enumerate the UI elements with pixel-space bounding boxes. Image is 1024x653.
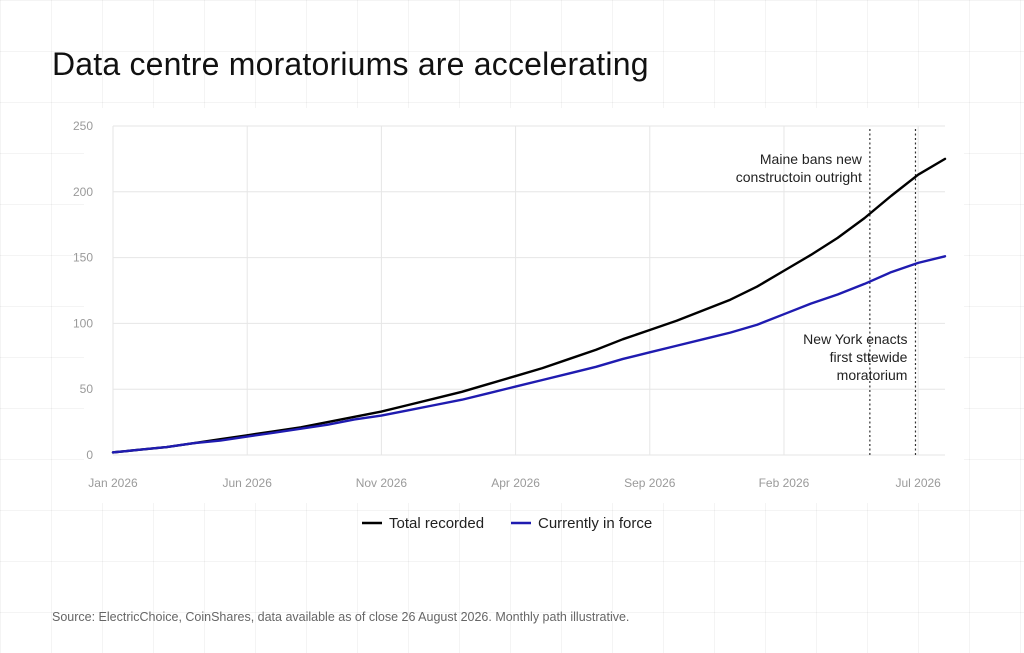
- annotation-label: first sttewide: [830, 349, 908, 365]
- x-tick-label: Jun 2026: [222, 476, 272, 490]
- y-axis-ticks: 0 50 100 150 200 250: [73, 119, 93, 462]
- y-tick-label: 250: [73, 119, 93, 133]
- annotation-lines: [869, 129, 917, 455]
- y-tick-label: 150: [73, 251, 93, 265]
- chart-title: Data centre moratoriums are accelerating: [52, 46, 649, 82]
- x-tick-label: Apr 2026: [491, 476, 540, 490]
- plot-background: [84, 108, 964, 503]
- gridlines: [112, 125, 945, 456]
- annotation-label: moratorium: [837, 367, 908, 383]
- x-axis-ticks: Jan 2026 Jun 2026 Nov 2026 Apr 2026 Sep 2026…: [88, 476, 941, 490]
- x-tick-label: Sep 2026: [624, 476, 676, 490]
- annotation-label: New York enacts: [803, 331, 907, 347]
- source-note: Source: ElectricChoice, CoinShares, data…: [52, 610, 630, 624]
- y-tick-label: 50: [80, 382, 94, 396]
- series-lines: [111, 157, 947, 454]
- legend-label: Total recorded: [389, 515, 484, 532]
- legend-label: Currently in force: [538, 515, 652, 532]
- x-tick-label: Nov 2026: [356, 476, 408, 490]
- series-line-currently-in-force: [111, 255, 947, 454]
- y-tick-label: 200: [73, 185, 93, 199]
- x-tick-label: Feb 2026: [759, 476, 810, 490]
- y-tick-label: 100: [73, 316, 93, 330]
- annotation-label: constructoin outright: [736, 169, 862, 185]
- annotation-labels: Maine bans new constructoin outright New Y…: [736, 151, 908, 383]
- x-tick-label: Jul 2026: [895, 476, 941, 490]
- series-line-total-recorded: [111, 157, 947, 454]
- x-tick-label: Jan 2026: [88, 476, 138, 490]
- legend: Total recorded Currently in force: [362, 515, 652, 532]
- annotation-label: Maine bans new: [760, 151, 863, 167]
- y-tick-label: 0: [86, 448, 93, 462]
